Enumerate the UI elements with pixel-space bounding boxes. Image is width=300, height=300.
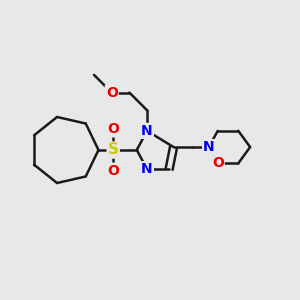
Text: N: N — [203, 140, 215, 154]
Text: O: O — [106, 85, 118, 100]
Text: O: O — [107, 122, 119, 136]
Text: O: O — [107, 164, 119, 178]
Text: N: N — [141, 124, 153, 138]
Text: N: N — [141, 162, 153, 176]
Text: O: O — [212, 156, 224, 170]
Text: S: S — [108, 142, 119, 158]
